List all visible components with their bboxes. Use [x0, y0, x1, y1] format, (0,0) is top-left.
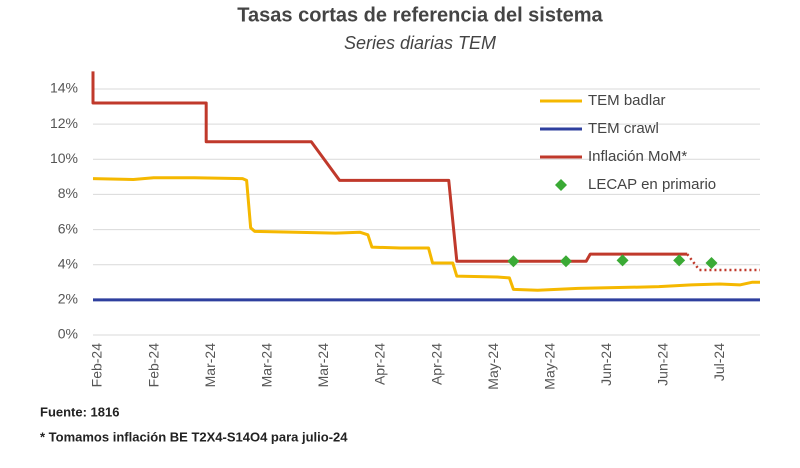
legend-swatch [555, 179, 567, 191]
y-tick-label: 14% [50, 80, 78, 96]
series-line [92, 176, 760, 292]
x-tick-label: Mar-24 [258, 343, 274, 388]
legend-label: LECAP en primario [588, 176, 716, 193]
y-tick-label: 10% [50, 150, 78, 166]
series-line [91, 71, 688, 263]
note: * Tomamos inflación BE T2X4-S14O4 para j… [40, 429, 348, 444]
x-tick-label: May-24 [485, 343, 501, 390]
x-tick-label: Feb-24 [89, 343, 105, 388]
x-tick-label: May-24 [541, 343, 557, 390]
y-tick-label: 6% [58, 220, 78, 236]
marker [673, 254, 686, 267]
y-tick-label: 8% [58, 185, 78, 201]
chart-subtitle: Series diarias TEM [344, 33, 496, 53]
x-tick-label: Feb-24 [145, 343, 161, 388]
marker [705, 256, 718, 269]
note: Fuente: 1816 [40, 404, 119, 419]
y-tick-label: 4% [58, 255, 78, 271]
marker [507, 255, 520, 268]
x-tick-label: Jun-24 [655, 343, 671, 386]
x-tick-label: Mar-24 [202, 343, 218, 388]
legend-label: TEM badlar [588, 92, 666, 109]
legend-label: Inflación MoM* [588, 148, 687, 165]
x-tick-label: Jun-24 [598, 343, 614, 386]
x-tick-label: Apr-24 [428, 343, 444, 385]
y-tick-label: 2% [58, 291, 78, 307]
x-tick-label: Apr-24 [372, 343, 388, 385]
projection-line [686, 253, 760, 272]
legend-label: TEM crawl [588, 120, 659, 137]
marker [616, 254, 629, 267]
x-tick-label: Mar-24 [315, 343, 331, 388]
y-tick-label: 12% [50, 115, 78, 131]
y-tick-label: 0% [58, 326, 78, 342]
chart-title: Tasas cortas de referencia del sistema [237, 4, 603, 26]
marker [559, 255, 572, 268]
x-tick-label: Jul-24 [711, 343, 727, 381]
